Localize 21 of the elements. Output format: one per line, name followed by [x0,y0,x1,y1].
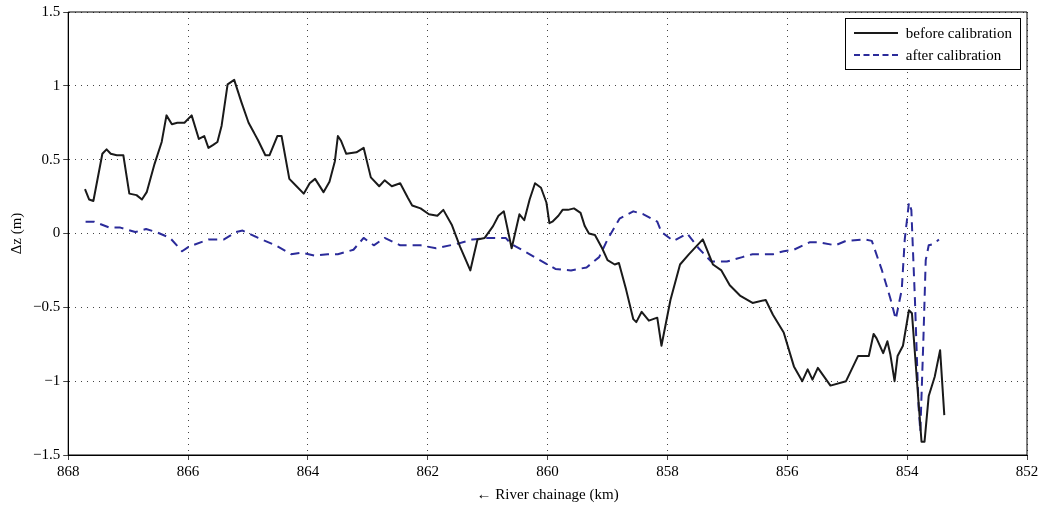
y-tick-label: −0.5 [32,298,61,315]
line-series [84,201,940,433]
x-tick-label: 856 [776,462,800,479]
y-tick-label: 0.5 [41,150,61,167]
y-tick-label: −1.5 [32,445,61,462]
x-tick-label: 858 [656,462,679,479]
y-axis-title: Δz (m) [7,212,25,255]
y-tick-label: 0 [52,224,61,241]
y-tick-label: −1 [44,372,61,389]
x-tick-label: 860 [536,462,559,479]
legend-label: after calibration [905,46,1002,64]
y-tick-label: 1 [52,76,61,93]
x-tick-label: 866 [176,462,200,479]
x-tick-label: 862 [416,462,440,479]
x-tick-label: 864 [296,462,320,479]
x-tick-label: 852 [1015,462,1039,479]
y-tick-label: 1.5 [41,2,61,19]
x-tick-label: 854 [895,462,919,479]
x-axis-title: ← River chainage (km) [476,485,619,503]
legend-label: before calibration [905,24,1012,42]
x-tick-label: 868 [56,462,80,479]
